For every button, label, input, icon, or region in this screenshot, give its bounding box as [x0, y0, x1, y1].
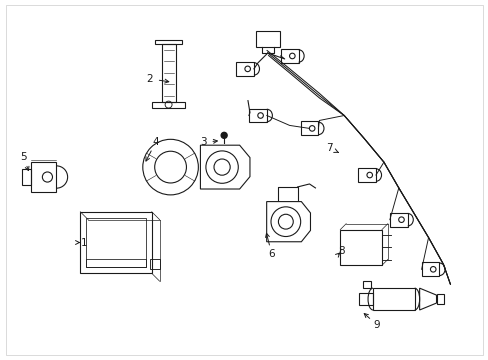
Bar: [389, 213, 407, 227]
Text: 5: 5: [20, 152, 27, 162]
Text: 7: 7: [325, 143, 332, 153]
Bar: [149, 260, 160, 269]
Bar: [255, 31, 279, 47]
Text: 1: 1: [81, 238, 87, 248]
Text: 3: 3: [200, 137, 206, 147]
Text: 9: 9: [373, 320, 380, 330]
Bar: [280, 49, 298, 63]
Bar: [436, 294, 444, 304]
Text: 4: 4: [152, 137, 159, 147]
Bar: [248, 109, 266, 122]
Bar: [340, 230, 381, 265]
Text: 2: 2: [146, 74, 153, 84]
Text: 8: 8: [337, 247, 344, 256]
Bar: [358, 293, 372, 305]
Bar: [21, 169, 31, 185]
Bar: [362, 281, 370, 288]
Bar: [80, 212, 151, 273]
Circle shape: [221, 132, 226, 138]
Text: 6: 6: [268, 249, 275, 260]
Bar: [236, 62, 253, 76]
Bar: [154, 40, 182, 44]
Bar: [86, 218, 145, 267]
Bar: [31, 162, 56, 192]
Bar: [300, 121, 318, 135]
Bar: [162, 44, 175, 102]
Bar: [357, 168, 375, 182]
Bar: [372, 288, 414, 310]
Bar: [421, 262, 439, 276]
Bar: [86, 260, 145, 267]
Bar: [152, 102, 185, 108]
